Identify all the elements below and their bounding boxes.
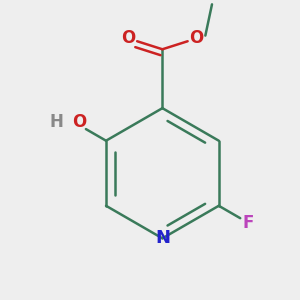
Text: N: N [155, 229, 170, 247]
Text: O: O [121, 29, 135, 47]
Text: O: O [72, 113, 86, 131]
Text: H: H [50, 113, 64, 131]
Text: F: F [243, 214, 254, 232]
Text: O: O [189, 29, 204, 47]
